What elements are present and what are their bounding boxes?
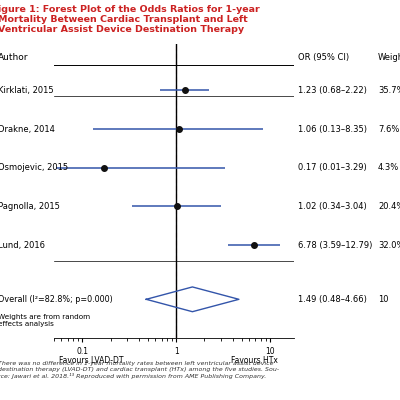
Text: Weights are from random
effects analysis: Weights are from random effects analysis bbox=[0, 314, 90, 327]
Text: 4.3%: 4.3% bbox=[378, 163, 399, 172]
Text: Osmojevic, 2015: Osmojevic, 2015 bbox=[0, 163, 68, 172]
Text: 32.0%: 32.0% bbox=[378, 241, 400, 250]
Text: 1.06 (0.13–8.35): 1.06 (0.13–8.35) bbox=[298, 125, 367, 134]
Text: Lund, 2016: Lund, 2016 bbox=[0, 241, 45, 250]
Text: 35.7%: 35.7% bbox=[378, 86, 400, 95]
Text: Mortality Between Cardiac Transplant and Left: Mortality Between Cardiac Transplant and… bbox=[0, 15, 248, 24]
Text: Favours LVAD-DT: Favours LVAD-DT bbox=[59, 356, 124, 365]
Text: There was no difference in 1-year mortality rates between left ventricular assis: There was no difference in 1-year mortal… bbox=[0, 361, 279, 378]
Text: Weight: Weight bbox=[378, 53, 400, 62]
Text: Kirklati, 2015: Kirklati, 2015 bbox=[0, 86, 54, 95]
Text: 10: 10 bbox=[378, 295, 388, 304]
Text: Favours HTx: Favours HTx bbox=[231, 356, 278, 365]
Text: 0.17 (0.01–3.29): 0.17 (0.01–3.29) bbox=[298, 163, 367, 172]
Text: 1.49 (0.48–4.66): 1.49 (0.48–4.66) bbox=[298, 295, 367, 304]
Text: 20.4%: 20.4% bbox=[378, 202, 400, 211]
Text: igure 1: Forest Plot of the Odds Ratios for 1-year: igure 1: Forest Plot of the Odds Ratios … bbox=[0, 5, 260, 14]
Text: OR (95% CI): OR (95% CI) bbox=[298, 53, 349, 62]
Text: 7.6%: 7.6% bbox=[378, 125, 399, 134]
Text: Overall (I²=82.8%; p=0.000): Overall (I²=82.8%; p=0.000) bbox=[0, 295, 113, 304]
Text: 6.78 (3.59–12.79): 6.78 (3.59–12.79) bbox=[298, 241, 372, 250]
Text: 1.23 (0.68–2.22): 1.23 (0.68–2.22) bbox=[298, 86, 367, 95]
Text: Pagnolla, 2015: Pagnolla, 2015 bbox=[0, 202, 60, 211]
Text: Ventricular Assist Device Destination Therapy: Ventricular Assist Device Destination Th… bbox=[0, 25, 244, 34]
Text: Author: Author bbox=[0, 53, 28, 62]
Text: 1.02 (0.34–3.04): 1.02 (0.34–3.04) bbox=[298, 202, 367, 211]
Text: Drakne, 2014: Drakne, 2014 bbox=[0, 125, 55, 134]
